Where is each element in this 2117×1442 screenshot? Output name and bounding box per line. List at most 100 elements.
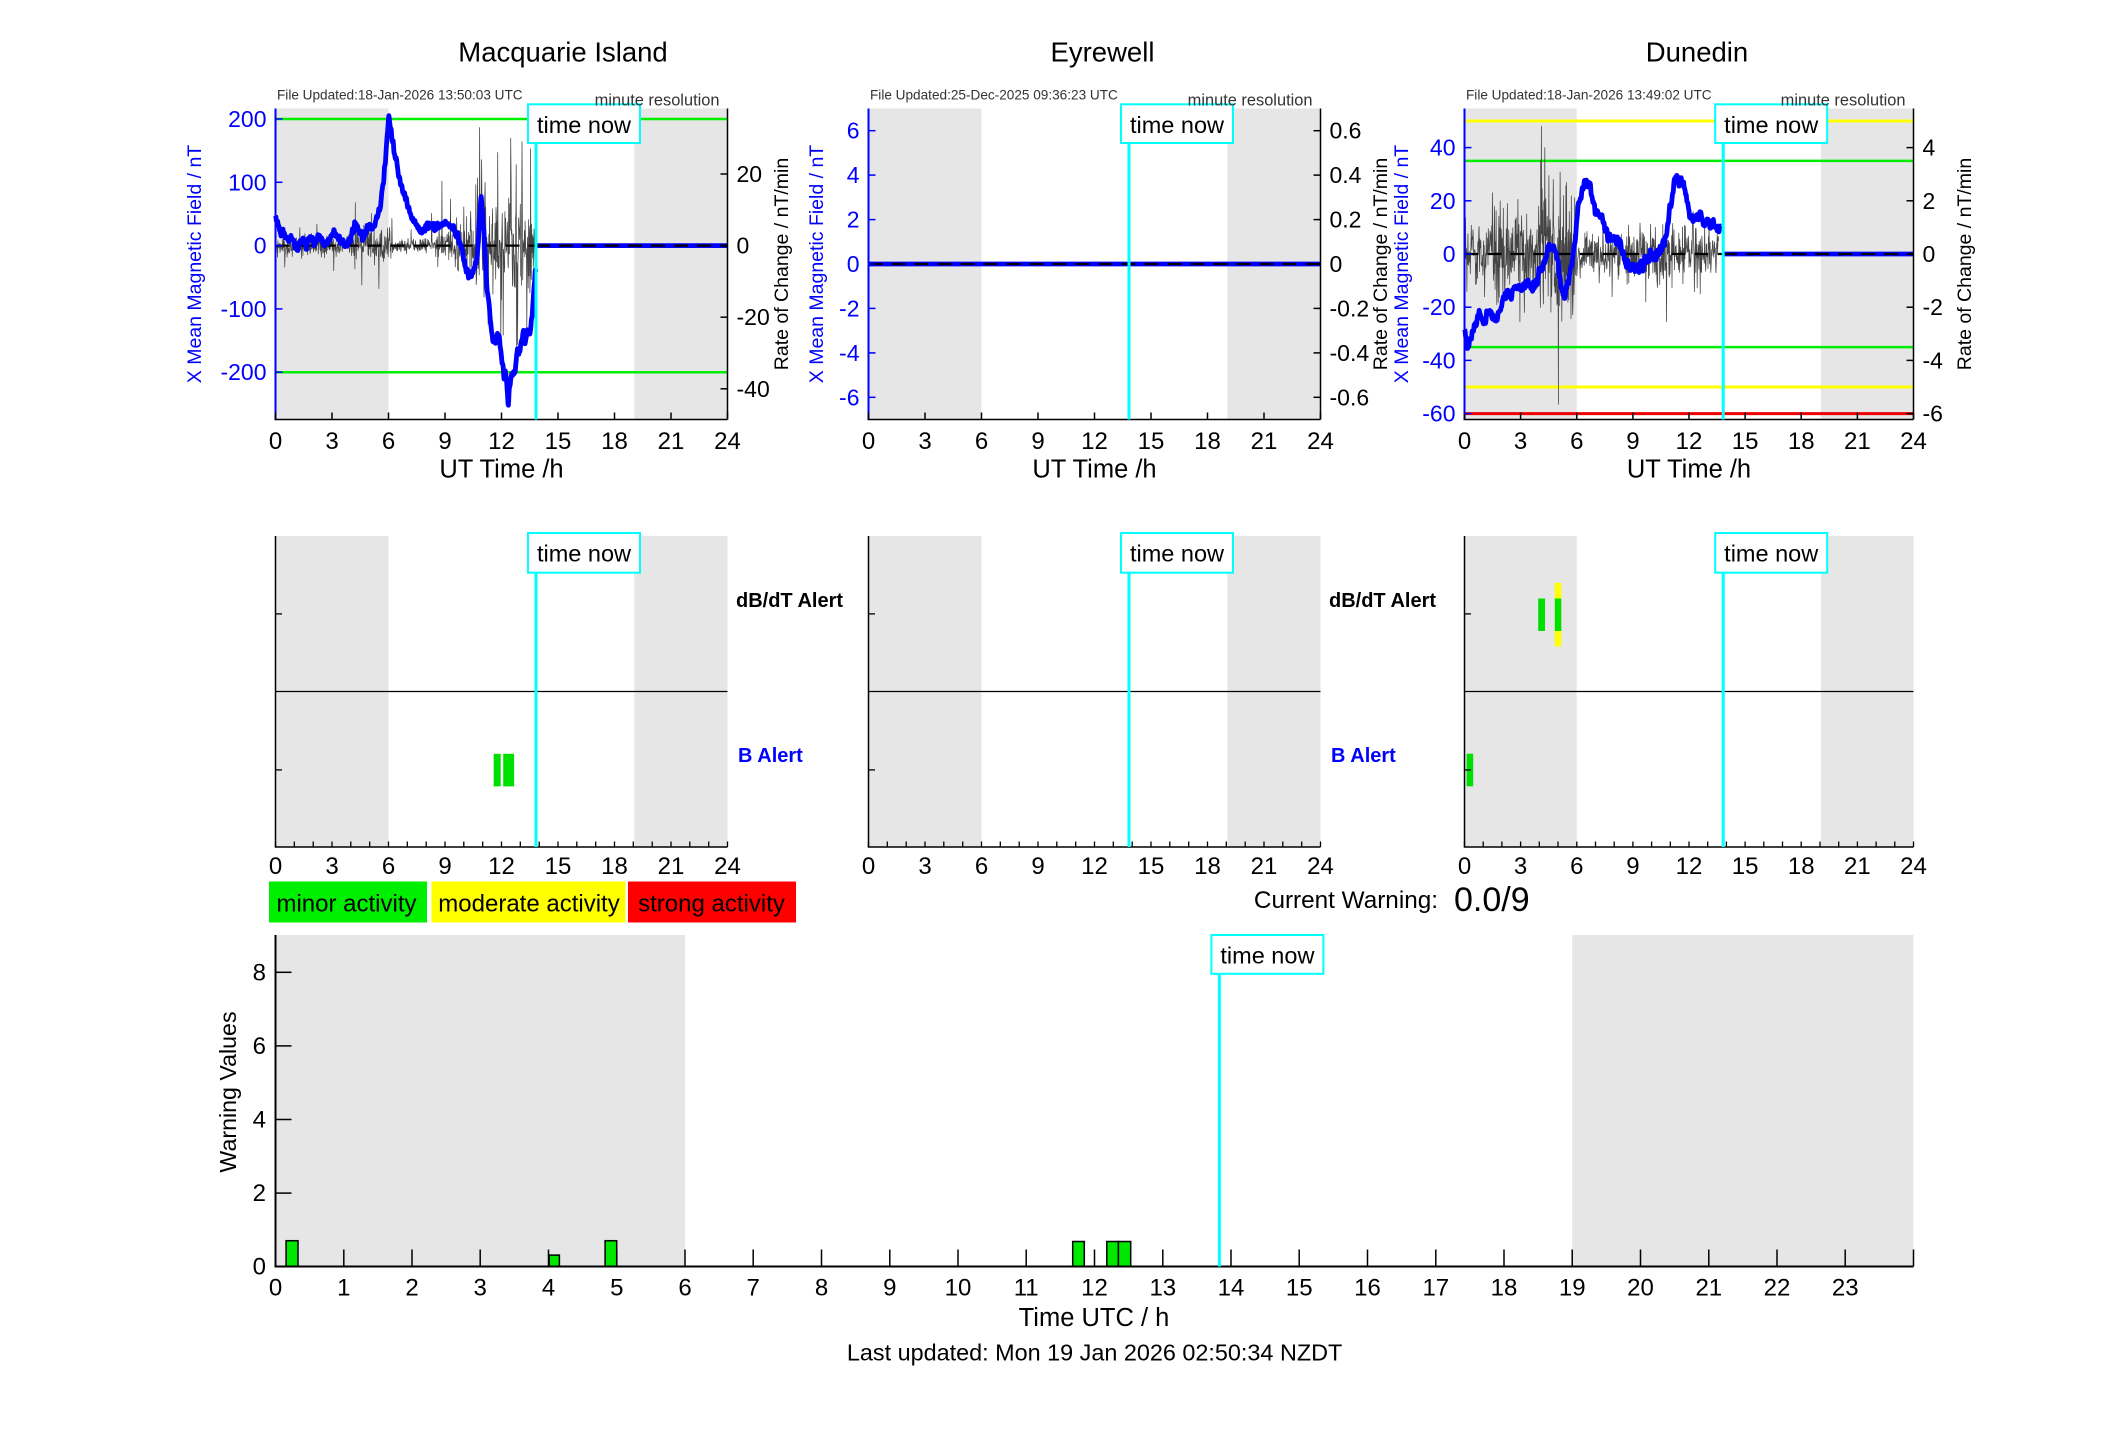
svg-text:Warning Values: Warning Values <box>215 1011 241 1172</box>
svg-text:40: 40 <box>1430 135 1456 161</box>
svg-text:18: 18 <box>601 428 628 455</box>
svg-text:11: 11 <box>1014 1275 1039 1302</box>
svg-text:9: 9 <box>1626 853 1639 880</box>
svg-text:0.2: 0.2 <box>1330 207 1362 233</box>
svg-text:3: 3 <box>1514 428 1527 455</box>
svg-text:6: 6 <box>1570 428 1583 455</box>
svg-text:Eyrewell: Eyrewell <box>1051 37 1155 68</box>
svg-text:15: 15 <box>545 853 572 880</box>
svg-text:6: 6 <box>847 118 860 144</box>
svg-text:0: 0 <box>862 853 875 880</box>
svg-text:X Mean Magnetic Field / nT: X Mean Magnetic Field / nT <box>1391 145 1413 384</box>
svg-text:10: 10 <box>945 1275 972 1302</box>
svg-text:6: 6 <box>678 1275 691 1302</box>
svg-text:0: 0 <box>269 853 282 880</box>
svg-text:18: 18 <box>1788 853 1815 880</box>
svg-text:X Mean Magnetic Field / nT: X Mean Magnetic Field / nT <box>806 145 828 384</box>
svg-text:17: 17 <box>1422 1275 1449 1302</box>
svg-text:UT Time /h: UT Time /h <box>1627 456 1751 484</box>
svg-text:20: 20 <box>737 161 763 187</box>
svg-text:4: 4 <box>1923 135 1936 161</box>
svg-text:9: 9 <box>438 428 451 455</box>
svg-text:4: 4 <box>847 162 860 188</box>
svg-text:-6: -6 <box>839 384 859 410</box>
svg-text:0: 0 <box>847 251 860 277</box>
svg-text:time now: time now <box>537 112 632 138</box>
svg-text:9: 9 <box>1031 428 1044 455</box>
svg-text:15: 15 <box>1732 853 1759 880</box>
svg-text:-6: -6 <box>1923 401 1943 427</box>
svg-text:6: 6 <box>1570 853 1583 880</box>
svg-text:4: 4 <box>253 1107 266 1134</box>
svg-text:minute resolution: minute resolution <box>1188 92 1313 110</box>
svg-text:-60: -60 <box>1422 401 1455 427</box>
svg-text:time now: time now <box>1724 541 1819 567</box>
svg-text:0: 0 <box>269 1275 282 1302</box>
svg-text:9: 9 <box>883 1275 896 1302</box>
svg-text:6: 6 <box>382 853 395 880</box>
svg-text:0: 0 <box>1458 428 1471 455</box>
svg-text:7: 7 <box>747 1275 760 1302</box>
svg-text:dB/dT Alert: dB/dT Alert <box>736 590 843 612</box>
svg-text:File Updated:25-Dec-2025 09:36: File Updated:25-Dec-2025 09:36:23 UTC <box>870 88 1118 103</box>
svg-text:16: 16 <box>1354 1275 1381 1302</box>
svg-text:-4: -4 <box>1923 347 1944 373</box>
svg-text:Rate of Change / nT/min: Rate of Change / nT/min <box>1954 158 1976 370</box>
svg-text:B Alert: B Alert <box>1331 745 1396 767</box>
svg-text:15: 15 <box>1732 428 1759 455</box>
svg-text:Current Warning:: Current Warning: <box>1254 887 1438 914</box>
svg-text:12: 12 <box>488 428 515 455</box>
svg-text:2: 2 <box>405 1275 418 1302</box>
svg-text:24: 24 <box>1900 428 1927 455</box>
svg-text:20: 20 <box>1627 1275 1654 1302</box>
svg-text:9: 9 <box>438 853 451 880</box>
svg-text:21: 21 <box>1844 428 1871 455</box>
svg-text:minute resolution: minute resolution <box>1781 92 1906 110</box>
svg-text:minor activity: minor activity <box>276 891 416 918</box>
svg-text:0: 0 <box>1923 241 1936 267</box>
svg-text:time now: time now <box>1130 541 1225 567</box>
svg-text:X Mean Magnetic Field / nT: X Mean Magnetic Field / nT <box>184 145 206 384</box>
svg-text:8: 8 <box>253 959 266 986</box>
svg-text:15: 15 <box>1138 853 1165 880</box>
svg-text:18: 18 <box>1788 428 1815 455</box>
svg-text:UT Time /h: UT Time /h <box>1032 456 1156 484</box>
svg-text:0: 0 <box>254 233 267 259</box>
svg-text:time now: time now <box>1130 112 1225 138</box>
svg-text:-20: -20 <box>737 304 770 330</box>
svg-text:21: 21 <box>1695 1275 1722 1302</box>
svg-text:-40: -40 <box>1422 347 1455 373</box>
svg-text:2: 2 <box>847 207 860 233</box>
svg-text:24: 24 <box>1307 428 1334 455</box>
svg-text:0.4: 0.4 <box>1330 162 1362 188</box>
svg-text:21: 21 <box>1251 428 1278 455</box>
svg-text:1: 1 <box>337 1275 350 1302</box>
svg-text:100: 100 <box>228 169 266 195</box>
svg-text:3: 3 <box>325 853 338 880</box>
svg-text:-0.2: -0.2 <box>1330 295 1370 321</box>
svg-text:minute resolution: minute resolution <box>595 92 720 110</box>
svg-text:0: 0 <box>862 428 875 455</box>
svg-text:23: 23 <box>1832 1275 1859 1302</box>
svg-text:moderate activity: moderate activity <box>438 891 619 918</box>
svg-text:-200: -200 <box>220 359 266 385</box>
svg-text:-0.6: -0.6 <box>1330 384 1370 410</box>
svg-text:3: 3 <box>325 428 338 455</box>
svg-text:0.0/9: 0.0/9 <box>1454 881 1530 919</box>
svg-text:0: 0 <box>737 233 750 259</box>
svg-text:12: 12 <box>1081 853 1108 880</box>
svg-text:19: 19 <box>1559 1275 1586 1302</box>
svg-text:Rate of Change / nT/min: Rate of Change / nT/min <box>771 158 793 370</box>
svg-text:21: 21 <box>1844 853 1871 880</box>
svg-text:18: 18 <box>1194 853 1221 880</box>
svg-text:Dunedin: Dunedin <box>1646 37 1748 68</box>
svg-text:14: 14 <box>1218 1275 1245 1302</box>
svg-text:0: 0 <box>253 1254 266 1281</box>
svg-text:3: 3 <box>474 1275 487 1302</box>
svg-text:6: 6 <box>382 428 395 455</box>
svg-text:21: 21 <box>658 428 685 455</box>
svg-text:24: 24 <box>1307 853 1334 880</box>
svg-text:8: 8 <box>815 1275 828 1302</box>
svg-text:-0.4: -0.4 <box>1330 340 1370 366</box>
svg-text:0: 0 <box>1458 853 1471 880</box>
